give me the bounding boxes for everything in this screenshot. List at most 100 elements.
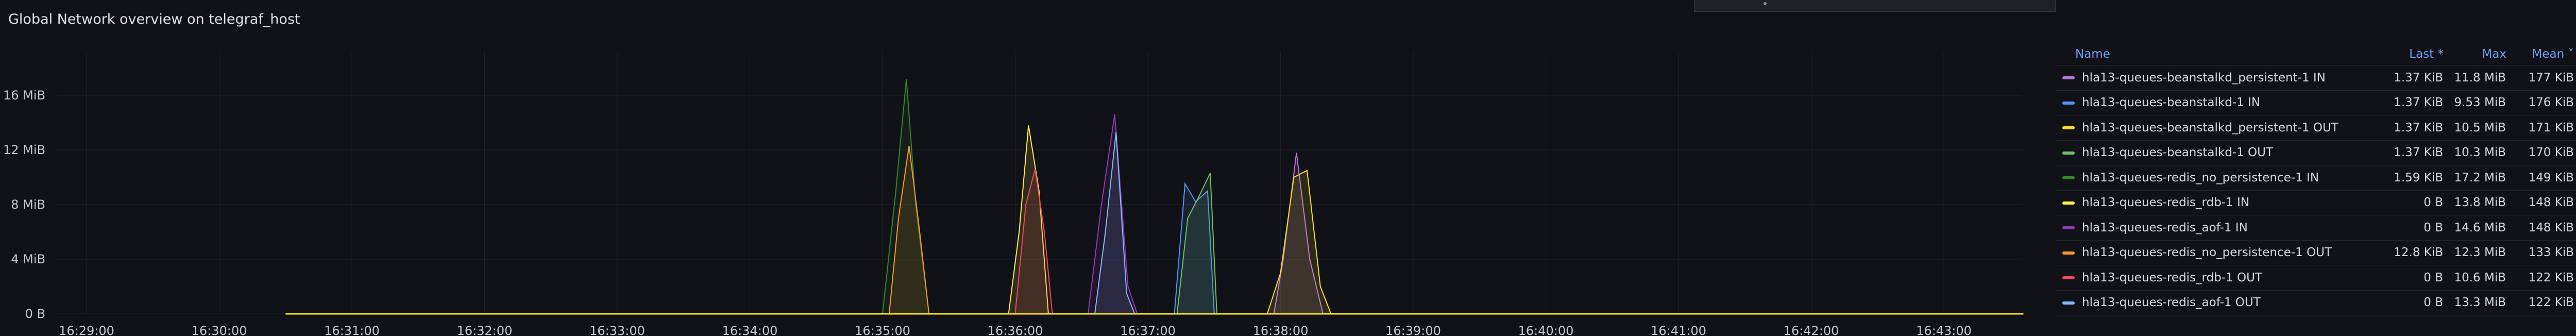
legend-mean-value: 149 KiB bbox=[2506, 165, 2576, 191]
series-color-swatch[interactable] bbox=[2062, 152, 2075, 155]
series-color-swatch[interactable] bbox=[2062, 276, 2075, 279]
legend-name-cell: hla13-queues-beanstalkd-1 IN bbox=[2056, 90, 2386, 115]
legend-header-mean[interactable]: Mean ˅ bbox=[2506, 43, 2576, 65]
x-tick-label: 16:36:00 bbox=[988, 324, 1043, 336]
legend-last-value: 0 B bbox=[2386, 190, 2444, 215]
x-tick-label: 16:32:00 bbox=[457, 324, 513, 336]
legend-max-value: 10.5 MiB bbox=[2444, 115, 2506, 141]
series-color-swatch[interactable] bbox=[2062, 301, 2075, 305]
legend-last-value: 12.8 KiB bbox=[2386, 240, 2444, 265]
legend-series-name[interactable]: hla13-queues-redis_no_persistence-1 OUT bbox=[2082, 246, 2332, 259]
legend-mean-value: 170 KiB bbox=[2506, 140, 2576, 165]
x-tick-label: 16:38:00 bbox=[1253, 324, 1309, 336]
legend-table: Name Last * Max Mean ˅ hla13-queues-bean… bbox=[2056, 43, 2576, 315]
legend-last-value: 1.37 KiB bbox=[2386, 115, 2444, 141]
legend-last-value: 1.59 KiB bbox=[2386, 165, 2444, 191]
legend-last-value: 0 B bbox=[2386, 215, 2444, 241]
legend-mean-value: 148 KiB bbox=[2506, 190, 2576, 215]
legend-series-name[interactable]: hla13-queues-redis_aof-1 OUT bbox=[2082, 296, 2261, 309]
x-tick-label: 16:40:00 bbox=[1518, 324, 1574, 336]
x-tick-label: 16:35:00 bbox=[855, 324, 910, 336]
legend-mean-value: 171 KiB bbox=[2506, 115, 2576, 141]
legend-row[interactable]: hla13-queues-redis_aof-1 IN 0 B 14.6 MiB 14… bbox=[2056, 215, 2576, 241]
legend-last-value: 0 B bbox=[2386, 265, 2444, 291]
legend-max-value: 12.3 MiB bbox=[2444, 240, 2506, 265]
legend-row[interactable]: hla13-queues-redis_rdb-1 OUT 0 B 10.6 MiB 1… bbox=[2056, 265, 2576, 291]
x-tick-label: 16:33:00 bbox=[589, 324, 645, 336]
legend-last-value: 1.37 KiB bbox=[2386, 65, 2444, 91]
legend-row[interactable]: hla13-queues-beanstalkd_persistent-1 OUT… bbox=[2056, 115, 2576, 141]
series-color-swatch[interactable] bbox=[2062, 226, 2075, 229]
legend-max-value: 13.8 MiB bbox=[2444, 190, 2506, 215]
legend-mean-value: 177 KiB bbox=[2506, 65, 2576, 91]
legend-name-cell: hla13-queues-redis_rdb-1 OUT bbox=[2056, 265, 2386, 291]
series-color-swatch[interactable] bbox=[2062, 126, 2075, 129]
series-group bbox=[883, 79, 1331, 314]
x-tick-label: 16:29:00 bbox=[59, 324, 114, 336]
legend-mean-value: 122 KiB bbox=[2506, 265, 2576, 291]
series-color-swatch[interactable] bbox=[2062, 176, 2075, 179]
legend-max-value: 14.6 MiB bbox=[2444, 215, 2506, 241]
legend-max-value: 9.53 MiB bbox=[2444, 90, 2506, 115]
series-area bbox=[1267, 171, 1331, 314]
x-tick-label: 16:30:00 bbox=[192, 324, 247, 336]
legend-series-name[interactable]: hla13-queues-beanstalkd-1 IN bbox=[2082, 96, 2260, 109]
legend-row[interactable]: hla13-queues-redis_rdb-1 IN 0 B 13.8 MiB 14… bbox=[2056, 190, 2576, 215]
series-color-swatch[interactable] bbox=[2062, 102, 2075, 105]
y-tick-label: 8 MiB bbox=[11, 197, 45, 212]
x-axis: 16:29:00 16:30:00 16:31:00 16:32:00 16:33:00… bbox=[59, 324, 1972, 336]
legend-name-cell: hla13-queues-beanstalkd_persistent-1 OUT bbox=[2056, 115, 2386, 141]
legend-name-cell: hla13-queues-redis_rdb-1 IN bbox=[2056, 190, 2386, 215]
legend-last-value: 1.37 KiB bbox=[2386, 140, 2444, 165]
x-tick-label: 16:31:00 bbox=[324, 324, 380, 336]
legend-mean-value: 122 KiB bbox=[2506, 290, 2576, 315]
x-tick-label: 16:42:00 bbox=[1784, 324, 1839, 336]
x-tick-label: 16:34:00 bbox=[722, 324, 778, 336]
y-tick-label: 16 MiB bbox=[3, 88, 45, 103]
legend-series-name[interactable]: hla13-queues-beanstalkd_persistent-1 IN bbox=[2082, 71, 2326, 85]
legend-row[interactable]: hla13-queues-redis_no_persistence-1 IN 1.… bbox=[2056, 165, 2576, 191]
series-color-swatch[interactable] bbox=[2062, 201, 2075, 205]
legend-row[interactable]: hla13-queues-beanstalkd-1 OUT 1.37 KiB 10.… bbox=[2056, 140, 2576, 165]
time-series-graph[interactable]: 0 B 4 MiB 8 MiB 12 MiB 16 MiB 16:29:00 16:30:… bbox=[0, 0, 2040, 336]
legend-name-cell: hla13-queues-redis_aof-1 IN bbox=[2056, 215, 2386, 241]
legend-series-name[interactable]: hla13-queues-beanstalkd-1 OUT bbox=[2082, 146, 2273, 159]
legend-name-cell: hla13-queues-redis_aof-1 OUT bbox=[2056, 290, 2386, 315]
legend-row[interactable]: hla13-queues-redis_no_persistence-1 OUT 1… bbox=[2056, 240, 2576, 265]
y-tick-label: 0 B bbox=[25, 307, 45, 321]
series-color-swatch[interactable] bbox=[2062, 76, 2075, 79]
legend-series-name[interactable]: hla13-queues-redis_rdb-1 OUT bbox=[2082, 271, 2262, 284]
legend-name-cell: hla13-queues-beanstalkd-1 OUT bbox=[2056, 140, 2386, 165]
x-tick-label: 16:37:00 bbox=[1120, 324, 1176, 336]
legend-series-name[interactable]: hla13-queues-beanstalkd_persistent-1 OUT bbox=[2082, 121, 2338, 135]
legend-max-value: 13.3 MiB bbox=[2444, 290, 2506, 315]
legend-mean-value: 148 KiB bbox=[2506, 215, 2576, 241]
legend-header-max[interactable]: Max bbox=[2444, 43, 2506, 65]
legend-mean-value: 133 KiB bbox=[2506, 240, 2576, 265]
y-tick-label: 4 MiB bbox=[11, 252, 45, 266]
legend-last-value: 0 B bbox=[2386, 290, 2444, 315]
legend-series-name[interactable]: hla13-queues-redis_aof-1 IN bbox=[2082, 221, 2248, 234]
legend-max-value: 10.6 MiB bbox=[2444, 265, 2506, 291]
legend-name-cell: hla13-queues-redis_no_persistence-1 IN bbox=[2056, 165, 2386, 191]
legend-series-name[interactable]: hla13-queues-redis_no_persistence-1 IN bbox=[2082, 171, 2319, 184]
legend-max-value: 17.2 MiB bbox=[2444, 165, 2506, 191]
legend-row[interactable]: hla13-queues-beanstalkd-1 IN 1.37 KiB 9.53… bbox=[2056, 90, 2576, 115]
x-tick-label: 16:39:00 bbox=[1385, 324, 1441, 336]
legend-max-value: 10.3 MiB bbox=[2444, 140, 2506, 165]
x-tick-label: 16:43:00 bbox=[1916, 324, 1972, 336]
legend-header-last[interactable]: Last * bbox=[2386, 43, 2444, 65]
legend-row[interactable]: hla13-queues-beanstalkd_persistent-1 IN 1… bbox=[2056, 65, 2576, 91]
legend-last-value: 1.37 KiB bbox=[2386, 90, 2444, 115]
legend-name-cell: hla13-queues-redis_no_persistence-1 OUT bbox=[2056, 240, 2386, 265]
series-color-swatch[interactable] bbox=[2062, 251, 2075, 255]
legend-mean-value: 176 KiB bbox=[2506, 90, 2576, 115]
legend-row[interactable]: hla13-queues-redis_aof-1 OUT 0 B 13.3 MiB 1… bbox=[2056, 290, 2576, 315]
x-tick-label: 16:41:00 bbox=[1651, 324, 1706, 336]
y-tick-label: 12 MiB bbox=[3, 143, 45, 157]
y-axis: 0 B 4 MiB 8 MiB 12 MiB 16 MiB bbox=[3, 88, 45, 321]
legend-max-value: 11.8 MiB bbox=[2444, 65, 2506, 91]
legend-series-name[interactable]: hla13-queues-redis_rdb-1 IN bbox=[2082, 196, 2249, 209]
legend-header-name[interactable]: Name bbox=[2056, 43, 2386, 65]
legend-name-cell: hla13-queues-beanstalkd_persistent-1 IN bbox=[2056, 65, 2386, 91]
